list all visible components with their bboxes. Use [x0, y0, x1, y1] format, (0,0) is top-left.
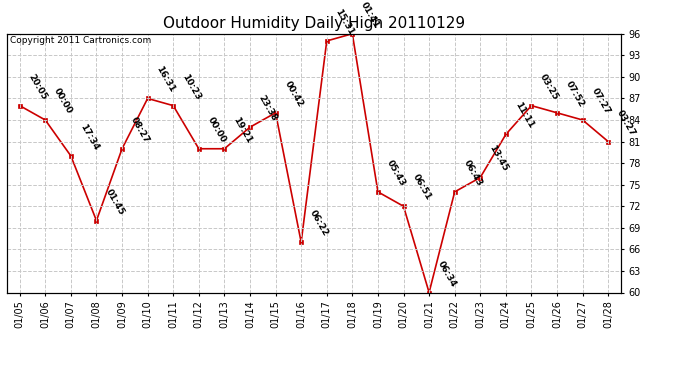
Text: 06:51: 06:51: [411, 173, 433, 202]
Text: 23:38: 23:38: [257, 94, 279, 123]
Text: 20:05: 20:05: [27, 72, 48, 102]
Text: 16:31: 16:31: [155, 65, 177, 94]
Text: 00:42: 00:42: [282, 80, 304, 109]
Text: 08:27: 08:27: [129, 115, 151, 145]
Text: 10:23: 10:23: [180, 72, 202, 102]
Text: 06:34: 06:34: [436, 259, 458, 288]
Text: 13:45: 13:45: [487, 144, 509, 173]
Text: 03:25: 03:25: [538, 72, 560, 102]
Text: 07:52: 07:52: [564, 80, 586, 109]
Text: 01:45: 01:45: [104, 187, 126, 216]
Text: 03:27: 03:27: [615, 108, 638, 137]
Text: 17:34: 17:34: [78, 122, 100, 152]
Title: Outdoor Humidity Daily High 20110129: Outdoor Humidity Daily High 20110129: [163, 16, 465, 31]
Text: 19:21: 19:21: [231, 115, 253, 145]
Text: 06:43: 06:43: [462, 158, 484, 188]
Text: 05:43: 05:43: [385, 158, 407, 188]
Text: 06:22: 06:22: [308, 209, 330, 238]
Text: 15:31: 15:31: [334, 8, 356, 37]
Text: 00:00: 00:00: [206, 116, 228, 145]
Text: 07:27: 07:27: [589, 86, 612, 116]
Text: Copyright 2011 Cartronics.com: Copyright 2011 Cartronics.com: [10, 36, 151, 45]
Text: 00:00: 00:00: [52, 87, 74, 116]
Text: 01:41: 01:41: [359, 0, 382, 30]
Text: 11:11: 11:11: [513, 101, 535, 130]
